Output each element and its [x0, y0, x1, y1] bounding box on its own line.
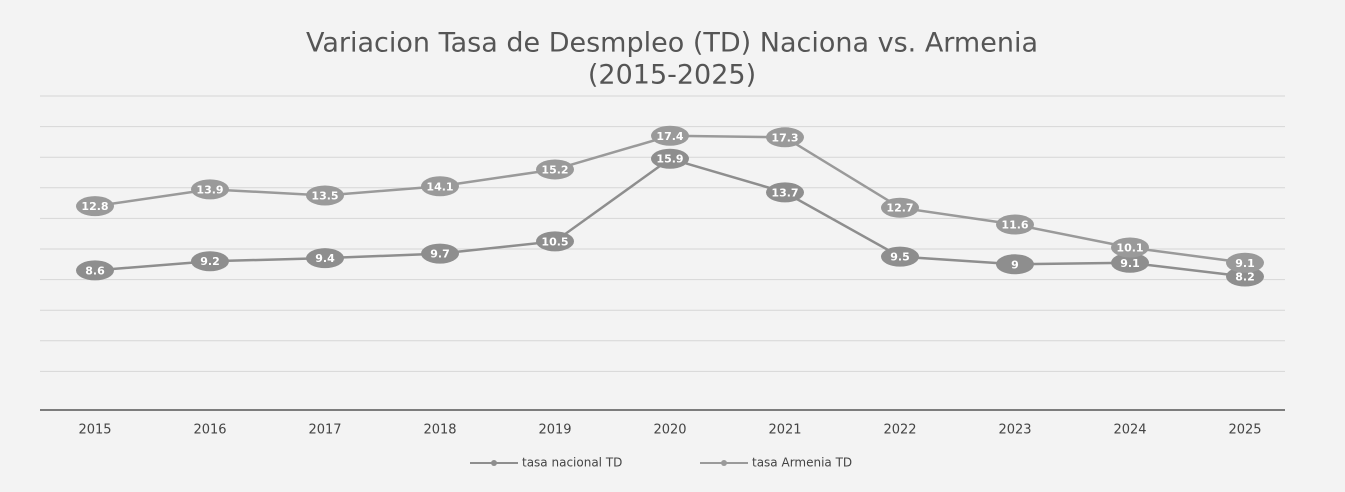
data-point — [191, 251, 229, 272]
data-label: 13.7 — [771, 186, 798, 199]
x-tick-label: 2021 — [768, 423, 801, 438]
data-label: 13.9 — [196, 183, 223, 196]
data-point — [996, 254, 1034, 275]
data-label: 9.1 — [1235, 257, 1255, 270]
data-point — [881, 197, 919, 218]
data-point — [76, 196, 114, 217]
data-label: 9.1 — [1120, 257, 1140, 270]
data-label: 15.9 — [656, 153, 683, 166]
chart-subtitle: (2015-2025) — [588, 60, 756, 91]
data-label: 10.5 — [541, 235, 568, 248]
data-label: 12.7 — [886, 202, 913, 215]
data-point — [536, 159, 574, 180]
data-label: 12.8 — [81, 200, 108, 213]
x-tick-label: 2016 — [193, 423, 226, 438]
data-point — [191, 179, 229, 200]
data-label: 13.5 — [311, 189, 338, 202]
data-point — [421, 243, 459, 264]
data-label: 9.5 — [890, 251, 910, 264]
data-label: 9 — [1011, 258, 1019, 271]
x-tick-label: 2020 — [653, 423, 686, 438]
legend-marker — [491, 460, 497, 466]
x-tick-label: 2017 — [308, 423, 341, 438]
x-tick-label: 2023 — [998, 423, 1031, 438]
chart-title: Variacion Tasa de Desmpleo (TD) Naciona … — [306, 28, 1038, 59]
x-tick-label: 2019 — [538, 423, 571, 438]
x-tick-label: 2015 — [78, 423, 111, 438]
data-point — [1111, 237, 1149, 258]
data-point — [1111, 252, 1149, 273]
data-label: 10.1 — [1116, 241, 1143, 254]
data-label: 17.3 — [771, 131, 798, 144]
data-label: 8.6 — [85, 264, 105, 277]
legend-label: tasa Armenia TD — [752, 456, 852, 470]
data-point — [76, 260, 114, 281]
legend-marker — [721, 460, 727, 466]
data-point — [996, 214, 1034, 235]
data-point — [1226, 266, 1264, 287]
data-point — [536, 231, 574, 252]
data-point — [881, 246, 919, 267]
data-label: 17.4 — [656, 130, 683, 143]
x-tick-label: 2022 — [883, 423, 916, 438]
data-point — [651, 148, 689, 169]
data-label: 15.2 — [541, 163, 568, 176]
data-label: 9.4 — [315, 252, 335, 265]
data-label: 8.2 — [1235, 271, 1255, 284]
x-tick-label: 2025 — [1228, 423, 1261, 438]
data-label: 9.2 — [200, 255, 220, 268]
data-label: 14.1 — [426, 180, 453, 193]
data-point — [766, 182, 804, 203]
data-label: 11.6 — [1001, 219, 1028, 232]
x-tick-label: 2024 — [1113, 423, 1146, 438]
data-point — [1226, 252, 1264, 273]
data-point — [421, 176, 459, 197]
data-point — [306, 248, 344, 269]
data-point — [766, 127, 804, 148]
x-tick-label: 2018 — [423, 423, 456, 438]
data-point — [651, 125, 689, 146]
data-label: 9.7 — [430, 248, 450, 261]
data-point — [306, 185, 344, 206]
legend-label: tasa nacional TD — [522, 456, 622, 470]
